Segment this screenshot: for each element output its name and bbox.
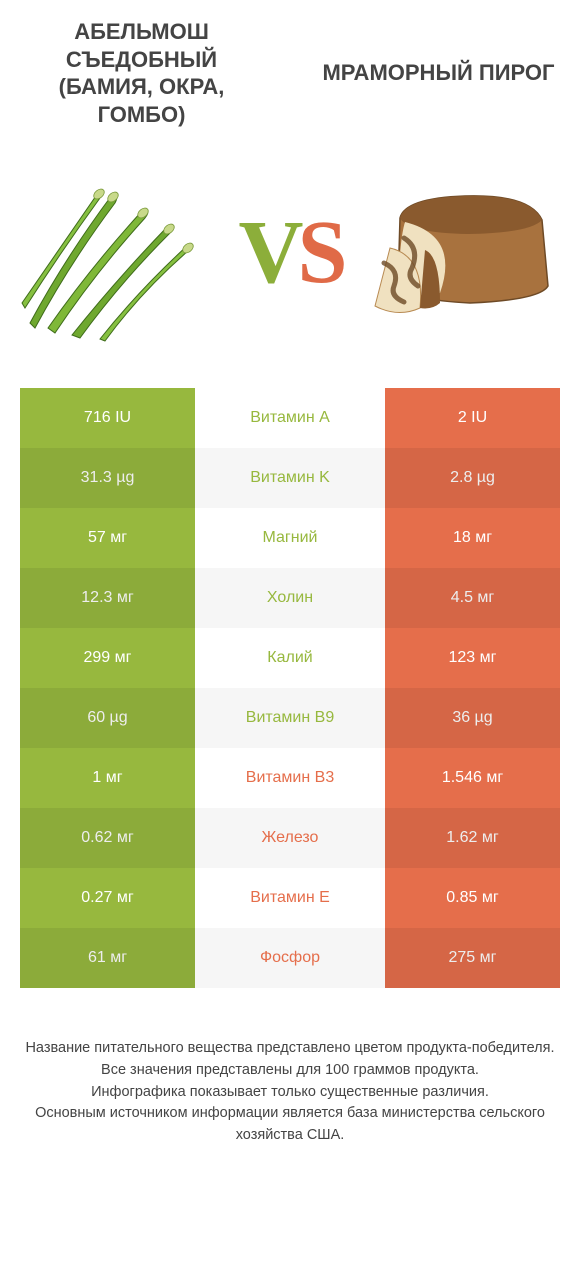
vs-s: S — [297, 208, 341, 298]
left-value: 0.27 мг — [20, 868, 195, 928]
right-value: 2 IU — [385, 388, 560, 448]
table-row: 60 µgВитамин B936 µg — [20, 688, 560, 748]
right-value: 36 µg — [385, 688, 560, 748]
table-row: 716 IUВитамин A2 IU — [20, 388, 560, 448]
left-value: 31.3 µg — [20, 448, 195, 508]
nutrient-table: 716 IUВитамин A2 IU31.3 µgВитамин K2.8 µ… — [20, 388, 560, 988]
table-row: 299 мгКалий123 мг — [20, 628, 560, 688]
footer-notes: Название питательного вещества представл… — [20, 1038, 560, 1147]
left-value: 61 мг — [20, 928, 195, 988]
footer-line: Название питательного вещества представл… — [20, 1038, 560, 1060]
footer-line: Инфографика показывает только существенн… — [20, 1082, 560, 1104]
cake-icon — [370, 178, 560, 328]
left-value: 57 мг — [20, 508, 195, 568]
right-value: 1.62 мг — [385, 808, 560, 868]
vs-v: V — [238, 208, 297, 298]
nutrient-label: Железо — [195, 808, 385, 868]
left-food-image — [20, 163, 210, 343]
nutrient-label: Витамин A — [195, 388, 385, 448]
left-value: 716 IU — [20, 388, 195, 448]
right-value: 275 мг — [385, 928, 560, 988]
left-value: 0.62 мг — [20, 808, 195, 868]
left-value: 12.3 мг — [20, 568, 195, 628]
nutrient-label: Витамин B3 — [195, 748, 385, 808]
footer-line: Все значения представлены для 100 граммо… — [20, 1060, 560, 1082]
nutrient-label: Витамин B9 — [195, 688, 385, 748]
okra-icon — [20, 163, 210, 343]
right-value: 1.546 мг — [385, 748, 560, 808]
right-value: 18 мг — [385, 508, 560, 568]
right-value: 2.8 µg — [385, 448, 560, 508]
vs-label: VS — [238, 208, 341, 298]
table-row: 61 мгФосфор275 мг — [20, 928, 560, 988]
table-row: 31.3 µgВитамин K2.8 µg — [20, 448, 560, 508]
right-value: 0.85 мг — [385, 868, 560, 928]
nutrient-label: Магний — [195, 508, 385, 568]
table-row: 0.62 мгЖелезо1.62 мг — [20, 808, 560, 868]
nutrient-label: Калий — [195, 628, 385, 688]
table-row: 0.27 мгВитамин E0.85 мг — [20, 868, 560, 928]
right-food-title: МРАМОРНЫЙ ПИРОГ — [317, 59, 560, 87]
nutrient-label: Фосфор — [195, 928, 385, 988]
nutrient-label: Витамин K — [195, 448, 385, 508]
right-value: 123 мг — [385, 628, 560, 688]
left-value: 1 мг — [20, 748, 195, 808]
table-row: 57 мгМагний18 мг — [20, 508, 560, 568]
footer-line: Основным источником информации является … — [20, 1103, 560, 1147]
image-row: VS — [20, 158, 560, 348]
header-row: АБЕЛЬМОШ СЪЕДОБНЫЙ (БАМИЯ, ОКРА, ГОМБО) … — [20, 18, 560, 128]
left-value: 299 мг — [20, 628, 195, 688]
nutrient-label: Холин — [195, 568, 385, 628]
right-food-image — [370, 163, 560, 343]
table-row: 1 мгВитамин B31.546 мг — [20, 748, 560, 808]
left-food-title: АБЕЛЬМОШ СЪЕДОБНЫЙ (БАМИЯ, ОКРА, ГОМБО) — [20, 18, 263, 128]
table-row: 12.3 мгХолин4.5 мг — [20, 568, 560, 628]
left-value: 60 µg — [20, 688, 195, 748]
nutrient-label: Витамин E — [195, 868, 385, 928]
right-value: 4.5 мг — [385, 568, 560, 628]
